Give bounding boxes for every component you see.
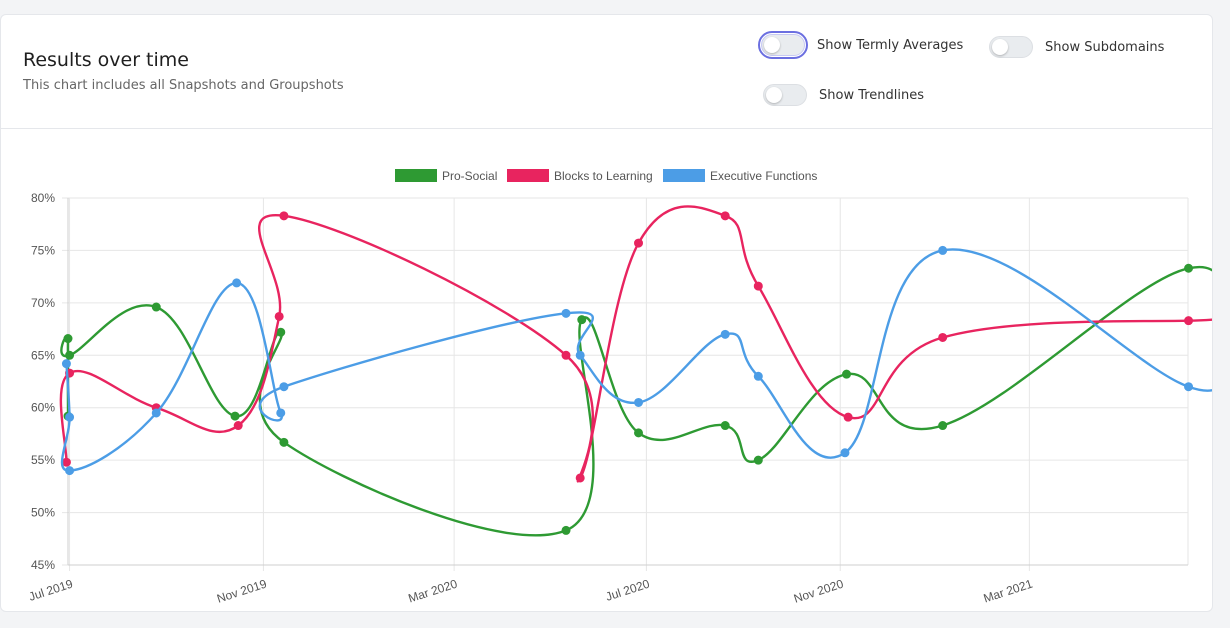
y-axis: 45% 50% 55% 60% 65% 70% 75% 80% bbox=[31, 191, 55, 572]
executive-functions-point bbox=[840, 448, 850, 458]
chart-grid bbox=[62, 197, 1189, 571]
executive-functions-point bbox=[634, 397, 644, 407]
executive-functions-point bbox=[65, 466, 75, 476]
y-tick-label: 45% bbox=[31, 558, 55, 572]
x-tick-label: Mar 2021 bbox=[982, 576, 1035, 605]
page-subtitle: This chart includes all Snapshots and Gr… bbox=[23, 78, 344, 93]
card-header: Results over time This chart includes al… bbox=[1, 15, 1212, 129]
blocks-to-learning-point bbox=[1184, 316, 1194, 326]
x-axis: Jul 2019 Nov 2019 Mar 2020 Jul 2020 Nov 2020… bbox=[27, 576, 1035, 605]
blocks-to-learning-point bbox=[561, 350, 571, 360]
blocks-to-learning-point bbox=[575, 473, 585, 483]
executive-functions-point bbox=[276, 408, 286, 418]
blocks-to-learning-point bbox=[274, 311, 284, 321]
pro-social-point bbox=[720, 421, 730, 431]
trendlines-label: Show Trendlines bbox=[819, 87, 925, 103]
pro-social-point bbox=[938, 421, 948, 431]
executive-functions-point bbox=[65, 412, 75, 422]
pro-social-point bbox=[63, 334, 73, 344]
blocks-to-learning-line bbox=[59, 205, 1212, 483]
executive-functions-point bbox=[1184, 382, 1194, 392]
pro-social-point bbox=[151, 302, 161, 312]
blocks-to-learning-legend-label: Blocks to Learning bbox=[554, 169, 653, 183]
executive-functions-point bbox=[561, 308, 571, 318]
blocks-to-learning-point bbox=[279, 211, 289, 221]
trendlines-switch[interactable] bbox=[763, 84, 807, 106]
pro-social-point bbox=[65, 350, 75, 360]
y-tick-label: 70% bbox=[31, 296, 55, 310]
executive-functions-point bbox=[61, 359, 71, 369]
pro-social-point bbox=[842, 369, 852, 379]
executive-functions-point bbox=[151, 408, 161, 418]
blocks-to-learning-point bbox=[843, 412, 853, 422]
pro-social-legend-swatch bbox=[395, 169, 437, 182]
termly-averages-switch[interactable] bbox=[758, 31, 808, 59]
termly-averages-label: Show Termly Averages bbox=[817, 37, 964, 53]
termly-averages-toggle[interactable]: Show Termly Averages bbox=[758, 31, 964, 59]
pro-social-point bbox=[276, 327, 286, 337]
executive-functions-point bbox=[575, 350, 585, 360]
y-tick-label: 75% bbox=[31, 243, 55, 257]
pro-social-point bbox=[634, 428, 644, 438]
blocks-to-learning-point bbox=[61, 457, 71, 467]
executive-functions-point bbox=[279, 382, 289, 392]
x-tick-label: Mar 2020 bbox=[406, 576, 459, 605]
executive-functions-legend-label: Executive Functions bbox=[710, 169, 817, 183]
pro-social-point bbox=[753, 455, 763, 465]
blocks-to-learning-point bbox=[938, 332, 948, 342]
blocks-to-learning-point bbox=[753, 281, 763, 291]
pro-social-point bbox=[561, 525, 571, 535]
executive-functions-legend-swatch bbox=[663, 169, 705, 182]
executive-functions-point bbox=[232, 278, 242, 288]
blocks-to-learning-legend-swatch bbox=[507, 169, 549, 182]
toggle-knob bbox=[992, 39, 1008, 55]
pro-social-point bbox=[230, 411, 240, 421]
x-tick-label: Nov 2020 bbox=[792, 576, 845, 605]
page-title: Results over time bbox=[23, 49, 189, 71]
pro-social-point bbox=[279, 437, 289, 447]
x-tick-label: Nov 2019 bbox=[215, 576, 268, 605]
results-card: Results over time This chart includes al… bbox=[0, 14, 1213, 612]
pro-social-legend-label: Pro-Social bbox=[442, 169, 497, 183]
executive-functions-point bbox=[720, 329, 730, 339]
x-tick-label: Jul 2019 bbox=[27, 576, 75, 603]
y-tick-label: 50% bbox=[31, 506, 55, 520]
chart-series bbox=[59, 205, 1212, 537]
pro-social-point bbox=[1184, 263, 1194, 273]
pro-social-point bbox=[577, 315, 587, 325]
blocks-to-learning-point bbox=[233, 421, 243, 431]
chart-legend: Pro-Social Blocks to Learning Executive Fu… bbox=[395, 169, 817, 183]
subdomains-switch[interactable] bbox=[989, 36, 1033, 58]
executive-functions-point bbox=[753, 371, 763, 381]
blocks-to-learning-point bbox=[720, 211, 730, 221]
x-tick-label: Jul 2020 bbox=[604, 576, 652, 603]
y-tick-label: 55% bbox=[31, 453, 55, 467]
y-tick-label: 80% bbox=[31, 191, 55, 205]
y-tick-label: 60% bbox=[31, 401, 55, 415]
toggle-knob bbox=[766, 87, 782, 103]
trendlines-toggle[interactable]: Show Trendlines bbox=[763, 84, 924, 106]
subdomains-toggle[interactable]: Show Subdomains bbox=[989, 36, 1164, 58]
toggle-knob bbox=[764, 37, 780, 53]
subdomains-label: Show Subdomains bbox=[1045, 39, 1165, 55]
y-tick-label: 65% bbox=[31, 348, 55, 362]
executive-functions-point bbox=[938, 245, 948, 255]
blocks-to-learning-point bbox=[634, 238, 644, 248]
results-line-chart: 45% 50% 55% 60% 65% 70% 75% 80% Jul 2019 Nov 201… bbox=[27, 169, 1212, 606]
